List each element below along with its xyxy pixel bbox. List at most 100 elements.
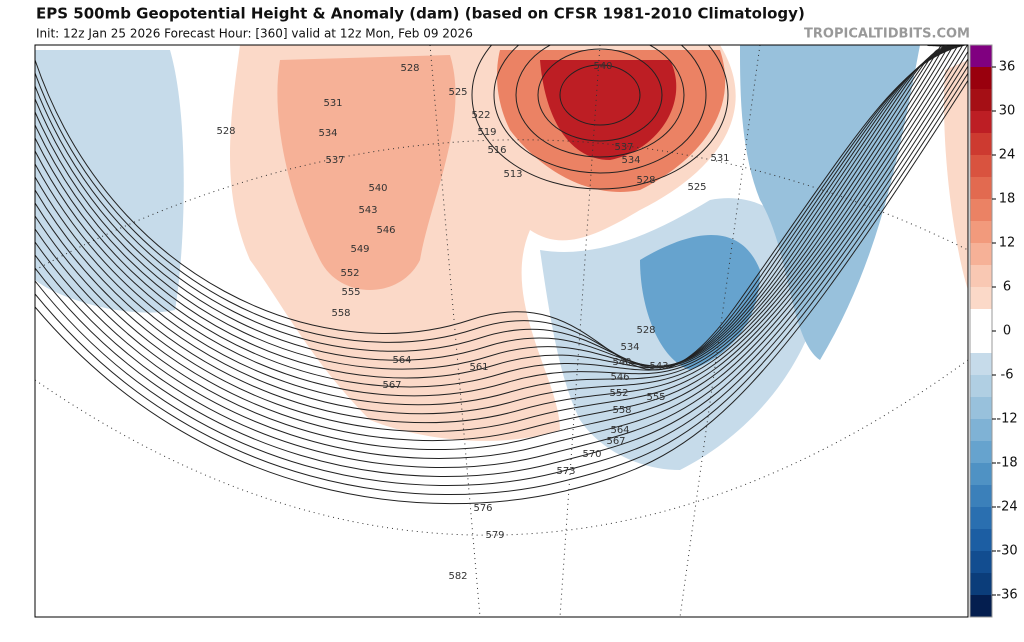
colorbar-segment	[970, 551, 992, 574]
height-contour	[35, 45, 956, 379]
colorbar-tick-label: 6	[1003, 280, 1011, 295]
height-contour	[35, 45, 958, 370]
colorbar-segment	[970, 595, 992, 618]
contour-label: 519	[477, 127, 496, 138]
contour-label: 537	[614, 142, 633, 153]
colorbar-tick-label: -18	[996, 456, 1017, 471]
colorbar-tick-label: 0	[1003, 324, 1011, 339]
contour-label: 534	[318, 128, 337, 139]
contour-label: 549	[350, 244, 369, 255]
anomaly-pacific	[35, 50, 184, 313]
colorbar-tick-label: 24	[999, 148, 1016, 163]
contour-label: 528	[636, 175, 655, 186]
contour-label: 564	[392, 355, 411, 366]
contour-label: 555	[646, 392, 665, 403]
height-contour	[35, 45, 964, 369]
contours	[35, 45, 968, 505]
contour-label: 516	[487, 145, 506, 156]
contour-label: 564	[610, 425, 629, 436]
colorbar-segment	[970, 331, 992, 354]
map-frame	[34, 44, 969, 618]
contour-label: 528	[216, 126, 235, 137]
height-contour	[35, 45, 968, 505]
colorbar-tick-label: -36	[996, 588, 1017, 603]
contour-label: 537	[325, 155, 344, 166]
colorbar-segment	[970, 199, 992, 222]
contour-label: 525	[448, 87, 467, 98]
colorbar-segment	[970, 111, 992, 134]
colorbar-segment	[970, 45, 992, 68]
title: EPS 500mb Geopotential Height & Anomaly …	[36, 5, 805, 23]
contour-label: 552	[340, 268, 359, 279]
contour-label: 540	[368, 183, 387, 194]
colorbar-segment	[970, 177, 992, 200]
anomaly-west-warm2	[277, 55, 456, 290]
colorbar-segment	[970, 265, 992, 288]
contour-label: 579	[485, 530, 504, 541]
colorbar-segment	[970, 155, 992, 178]
height-contour	[35, 45, 964, 450]
contour-label: 528	[400, 63, 419, 74]
contour-label: 543	[358, 205, 377, 216]
height-contour	[35, 45, 968, 477]
height-contour	[35, 45, 966, 371]
colorbar-segment	[970, 353, 992, 376]
contour-label: 546	[610, 372, 629, 383]
height-contour	[35, 45, 954, 388]
colorbar-segment	[970, 221, 992, 244]
anomaly-europe	[944, 60, 968, 290]
contour-label: 552	[609, 388, 628, 399]
colorbar-tick-label: 18	[999, 192, 1016, 207]
contour-label: 546	[376, 225, 395, 236]
contour-label: 567	[382, 380, 401, 391]
contour-label: 531	[710, 153, 729, 164]
height-contour	[35, 45, 968, 496]
contour-label: 558	[331, 308, 350, 319]
longitude-line	[429, 45, 761, 617]
height-contour	[35, 45, 954, 433]
contour-label: 534	[620, 342, 639, 353]
height-contour	[35, 45, 950, 424]
colorbar-tick-label: 12	[999, 236, 1016, 251]
contour-label: 570	[582, 449, 601, 460]
colorbar-segment	[970, 507, 992, 530]
contour-label: 555	[341, 287, 360, 298]
contour-label: 561	[469, 362, 488, 373]
contour-label: 525	[687, 182, 706, 193]
contour-label: 540	[593, 61, 612, 72]
contour-label: 534	[621, 155, 640, 166]
colorbar-segment	[970, 67, 992, 90]
contour-label: 576	[473, 503, 492, 514]
height-contour	[35, 45, 962, 368]
subtitle: Init: 12z Jan 25 2026 Forecast Hour: [36…	[36, 27, 473, 41]
colorbar-segment	[970, 441, 992, 464]
contour-label: 573	[556, 466, 575, 477]
colorbar-segment	[970, 485, 992, 508]
colorbar-segment	[970, 133, 992, 156]
height-contour	[35, 45, 959, 442]
colorbar-segment	[970, 243, 992, 266]
colorbar-segment	[970, 529, 992, 552]
colorbar: 36 30 24 18 12 6 0 -6 -12 -18 -24 -30 -36	[969, 44, 1018, 618]
height-contour	[35, 45, 952, 397]
height-contour	[35, 45, 960, 367]
contour-label: 567	[606, 436, 625, 447]
contour-label: 543	[649, 361, 668, 372]
height-contour	[35, 45, 948, 415]
colorbar-segment	[970, 309, 992, 332]
colorbar-segment	[970, 419, 992, 442]
contour-label: 582	[448, 571, 467, 582]
colorbar-segment	[970, 287, 992, 310]
height-contour	[35, 45, 968, 459]
height-contour	[493, 45, 707, 174]
colorbar-segment	[970, 573, 992, 596]
colorbar-tick-label: -30	[996, 544, 1017, 559]
height-contour	[35, 45, 950, 406]
contour-label: 540	[612, 357, 631, 368]
anomaly-atlantic	[740, 45, 920, 360]
colorbar-tick-label: 30	[999, 104, 1016, 119]
map	[35, 45, 968, 617]
contour-label: 531	[323, 98, 342, 109]
anomaly-greenland-core	[540, 60, 677, 160]
